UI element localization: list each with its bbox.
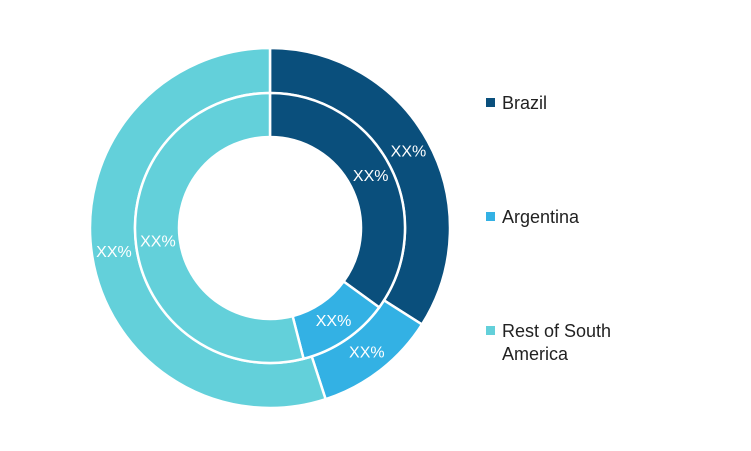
legend-swatch-rest-of-south-america xyxy=(486,326,495,335)
outer-label-brazil: XX% xyxy=(391,143,427,160)
legend-label-argentina: Argentina xyxy=(502,207,580,227)
outer-label-rest-of-south-america: XX% xyxy=(96,244,132,261)
inner-label-rest-of-south-america: XX% xyxy=(140,234,176,251)
inner-label-argentina: XX% xyxy=(316,313,352,330)
legend-label-rest-of-south-america: Rest of South America xyxy=(502,321,612,364)
inner-slice-rest-of-south-america xyxy=(133,91,306,365)
legend-item-brazil: Brazil xyxy=(486,92,652,115)
inner-label-brazil: XX% xyxy=(353,168,389,185)
legend-label-brazil: Brazil xyxy=(502,93,548,113)
legend-swatch-argentina xyxy=(486,212,495,221)
outer-label-argentina: XX% xyxy=(349,344,385,361)
legend-item-argentina: Argentina xyxy=(486,206,652,229)
inner-ring xyxy=(133,91,407,365)
inner-slice-brazil xyxy=(268,91,407,310)
legend-item-rest-of-south-america: Rest of South America xyxy=(486,320,652,366)
legend-swatch-brazil xyxy=(486,98,495,107)
slice-labels: XX%XX%XX%XX%XX%XX% xyxy=(96,143,426,361)
